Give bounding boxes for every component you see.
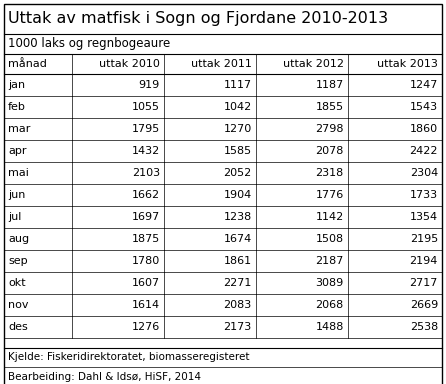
Text: mar: mar [8,124,30,134]
Text: 1733: 1733 [410,190,438,200]
Text: mai: mai [8,168,29,178]
Text: månad: månad [8,59,47,69]
Text: 1776: 1776 [316,190,344,200]
Text: 2271: 2271 [223,278,252,288]
Text: 1861: 1861 [224,256,252,266]
Text: 1142: 1142 [316,212,344,222]
Text: 1795: 1795 [132,124,160,134]
Text: 2103: 2103 [132,168,160,178]
Text: 1187: 1187 [316,80,344,90]
Text: 2078: 2078 [315,146,344,156]
Text: 1674: 1674 [223,234,252,244]
Text: 2187: 2187 [315,256,344,266]
Text: 1000 laks og regnbogeaure: 1000 laks og regnbogeaure [8,38,170,51]
Text: aug: aug [8,234,29,244]
Text: 2083: 2083 [223,300,252,310]
Text: Uttak av matfisk i Sogn og Fjordane 2010-2013: Uttak av matfisk i Sogn og Fjordane 2010… [8,12,388,26]
Text: 2798: 2798 [315,124,344,134]
Text: 919: 919 [139,80,160,90]
Text: feb: feb [8,102,26,112]
Text: 1488: 1488 [315,322,344,332]
Text: 1508: 1508 [316,234,344,244]
Text: 1614: 1614 [132,300,160,310]
Text: 1055: 1055 [132,102,160,112]
Text: uttak 2010: uttak 2010 [99,59,160,69]
Text: 2538: 2538 [410,322,438,332]
Text: 1543: 1543 [410,102,438,112]
Text: 1354: 1354 [410,212,438,222]
Text: jun: jun [8,190,25,200]
Text: 2304: 2304 [410,168,438,178]
Text: sep: sep [8,256,28,266]
Text: 2068: 2068 [316,300,344,310]
Text: uttak 2012: uttak 2012 [283,59,344,69]
Text: 2318: 2318 [316,168,344,178]
Text: 3089: 3089 [316,278,344,288]
Text: 2195: 2195 [410,234,438,244]
Text: jul: jul [8,212,21,222]
Text: okt: okt [8,278,25,288]
Text: apr: apr [8,146,26,156]
Text: nov: nov [8,300,29,310]
Text: 1238: 1238 [223,212,252,222]
Text: 1780: 1780 [132,256,160,266]
Text: 1875: 1875 [132,234,160,244]
Text: 1276: 1276 [132,322,160,332]
Text: 1607: 1607 [132,278,160,288]
Text: des: des [8,322,28,332]
Text: 2173: 2173 [223,322,252,332]
Text: 1855: 1855 [316,102,344,112]
Text: 1585: 1585 [224,146,252,156]
Text: 2052: 2052 [223,168,252,178]
Text: jan: jan [8,80,25,90]
Text: 1117: 1117 [224,80,252,90]
Text: 1860: 1860 [410,124,438,134]
Text: 1042: 1042 [223,102,252,112]
Text: 1697: 1697 [132,212,160,222]
Text: 1662: 1662 [132,190,160,200]
Text: 2717: 2717 [409,278,438,288]
Text: 1432: 1432 [132,146,160,156]
Text: uttak 2013: uttak 2013 [377,59,438,69]
Text: uttak 2011: uttak 2011 [191,59,252,69]
Text: 1904: 1904 [223,190,252,200]
Text: 2194: 2194 [409,256,438,266]
Text: Bearbeiding: Dahl & Idsø, HiSF, 2014: Bearbeiding: Dahl & Idsø, HiSF, 2014 [8,371,201,381]
Text: 1247: 1247 [409,80,438,90]
Text: 2422: 2422 [409,146,438,156]
Text: 1270: 1270 [223,124,252,134]
Text: 2669: 2669 [410,300,438,310]
Text: Kjelde: Fiskeridirektoratet, biomasseregisteret: Kjelde: Fiskeridirektoratet, biomassereg… [8,353,249,362]
